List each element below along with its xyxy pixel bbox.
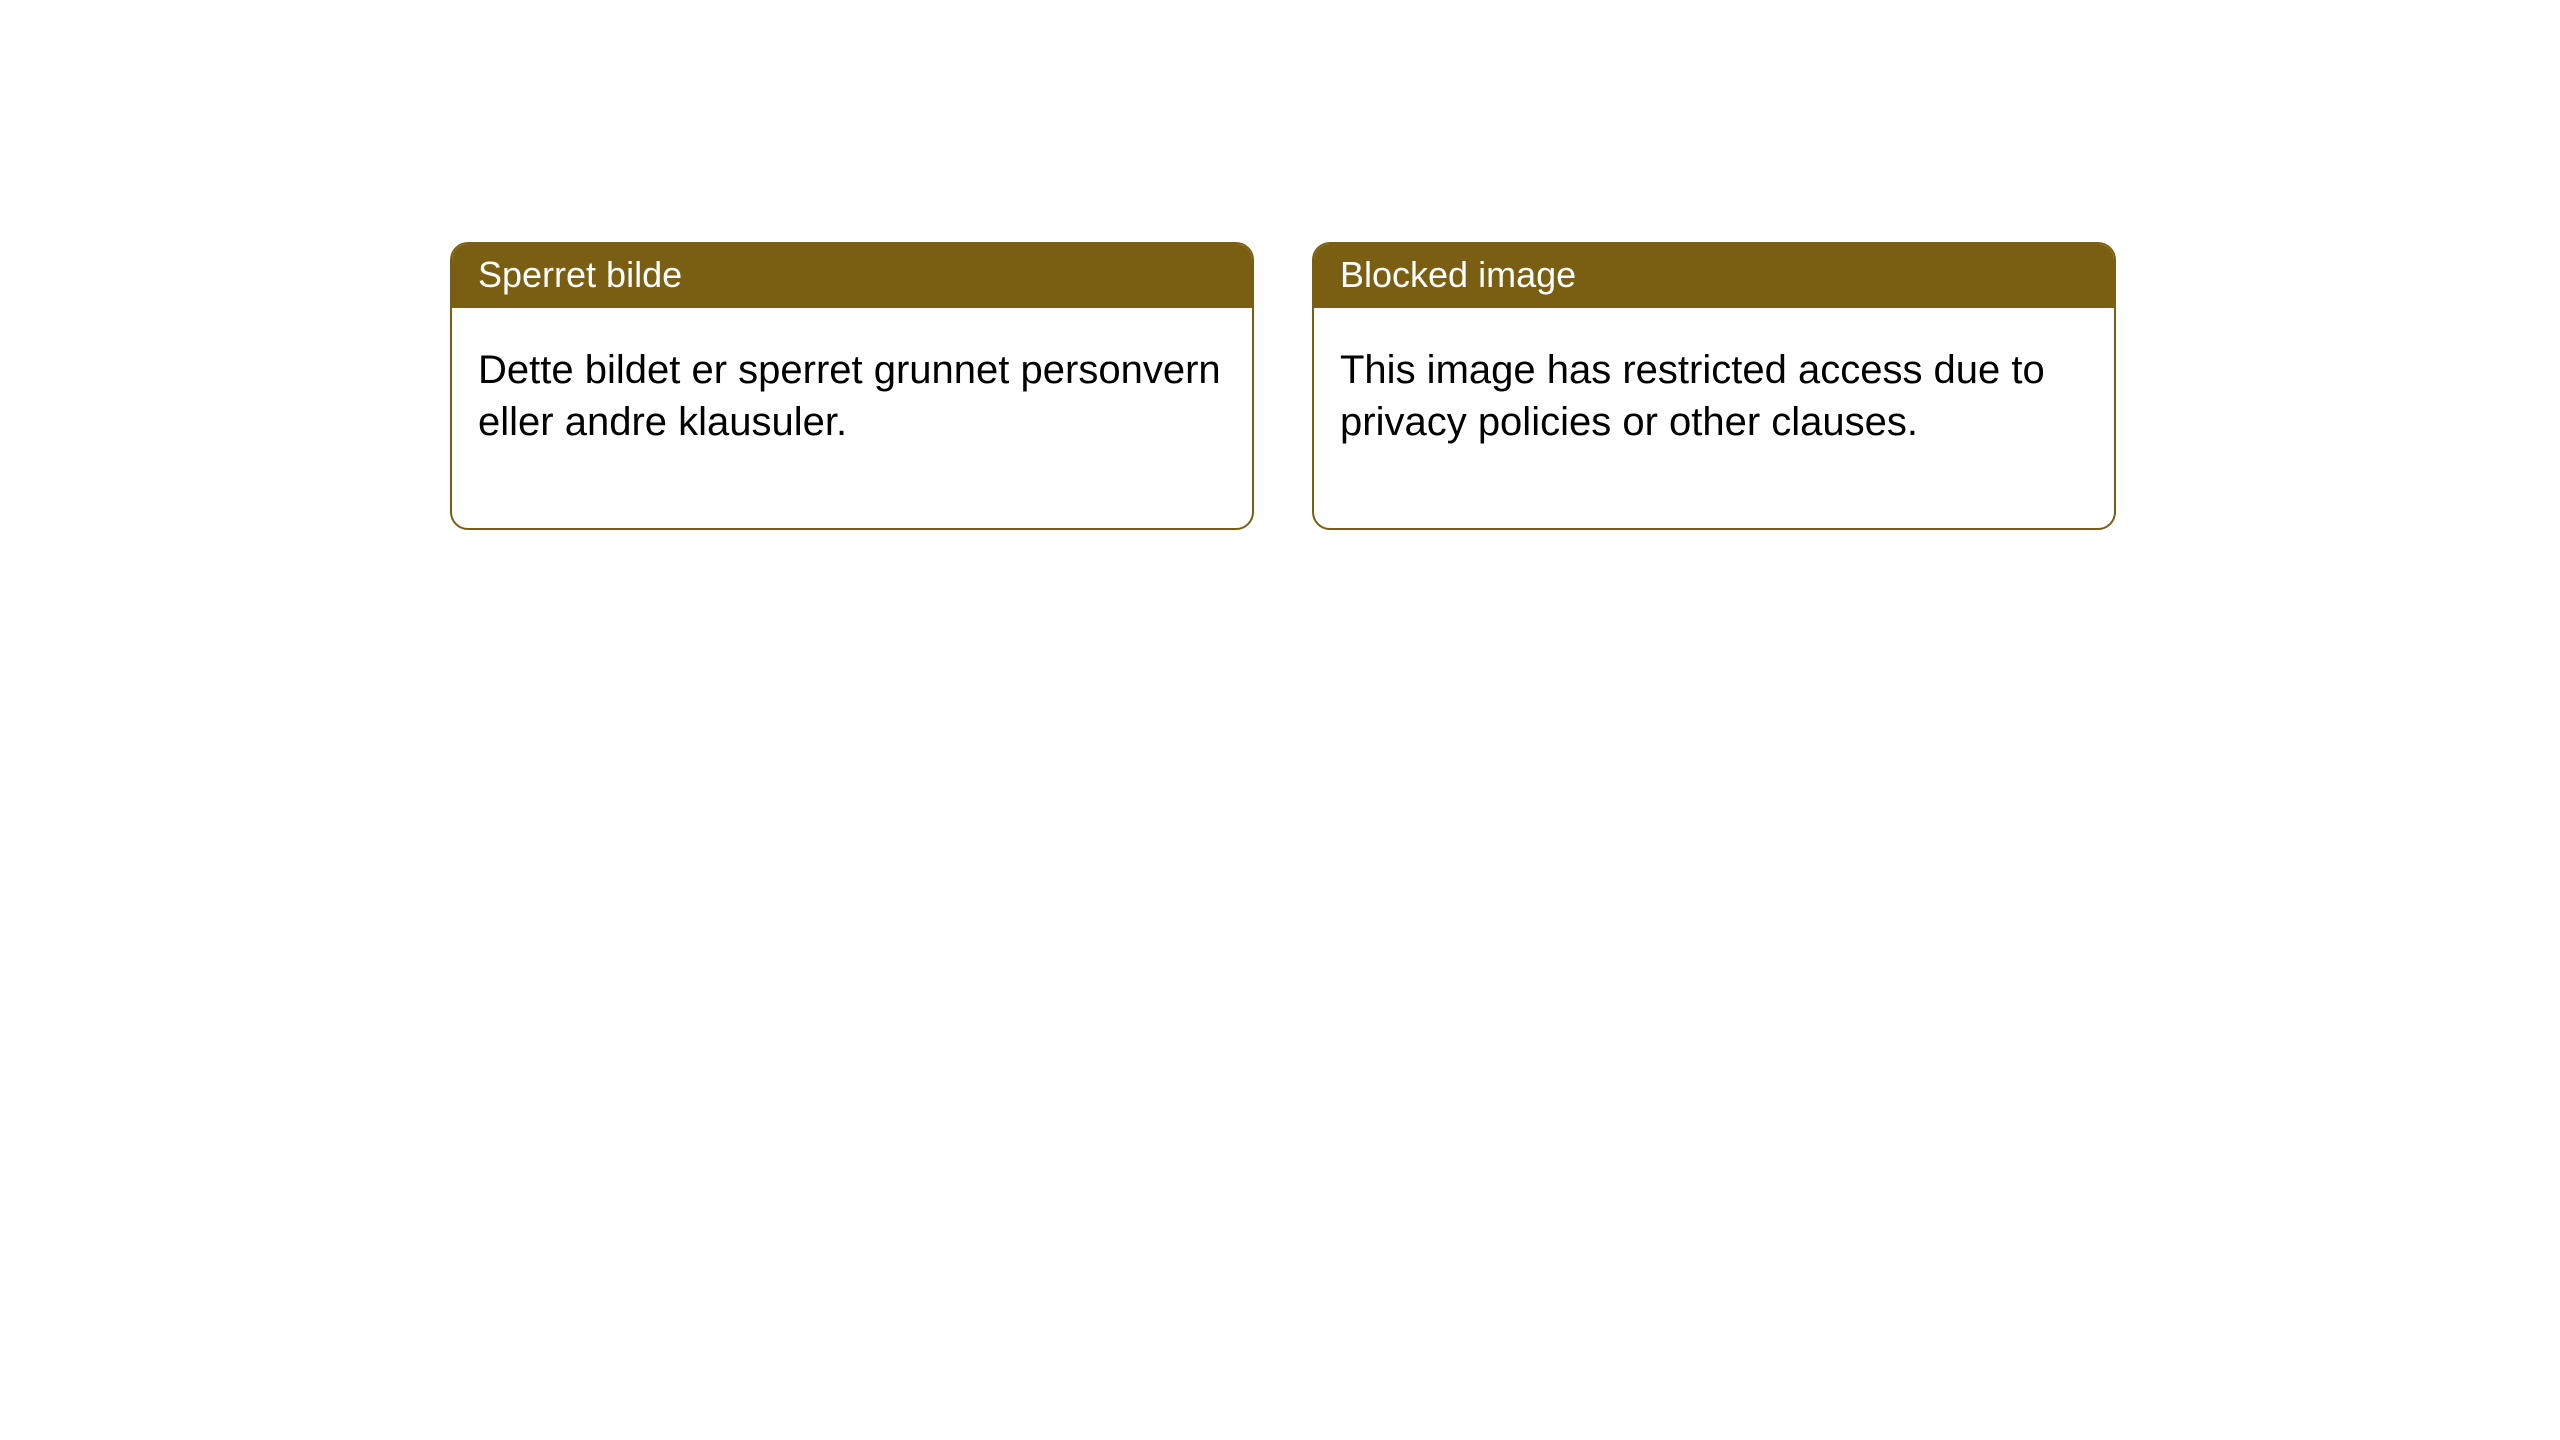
card-title: Blocked image — [1340, 254, 1576, 295]
card-body-text: This image has restricted access due to … — [1340, 348, 2045, 444]
blocked-image-card-english: Blocked image This image has restricted … — [1312, 242, 2116, 530]
blocked-image-notice-container: Sperret bilde Dette bildet er sperret gr… — [450, 242, 2116, 530]
card-body: This image has restricted access due to … — [1314, 308, 2114, 528]
card-header: Blocked image — [1314, 244, 2114, 308]
card-body-text: Dette bildet er sperret grunnet personve… — [478, 348, 1221, 444]
card-title: Sperret bilde — [478, 254, 682, 295]
card-header: Sperret bilde — [452, 244, 1252, 308]
card-body: Dette bildet er sperret grunnet personve… — [452, 308, 1252, 528]
blocked-image-card-norwegian: Sperret bilde Dette bildet er sperret gr… — [450, 242, 1254, 530]
